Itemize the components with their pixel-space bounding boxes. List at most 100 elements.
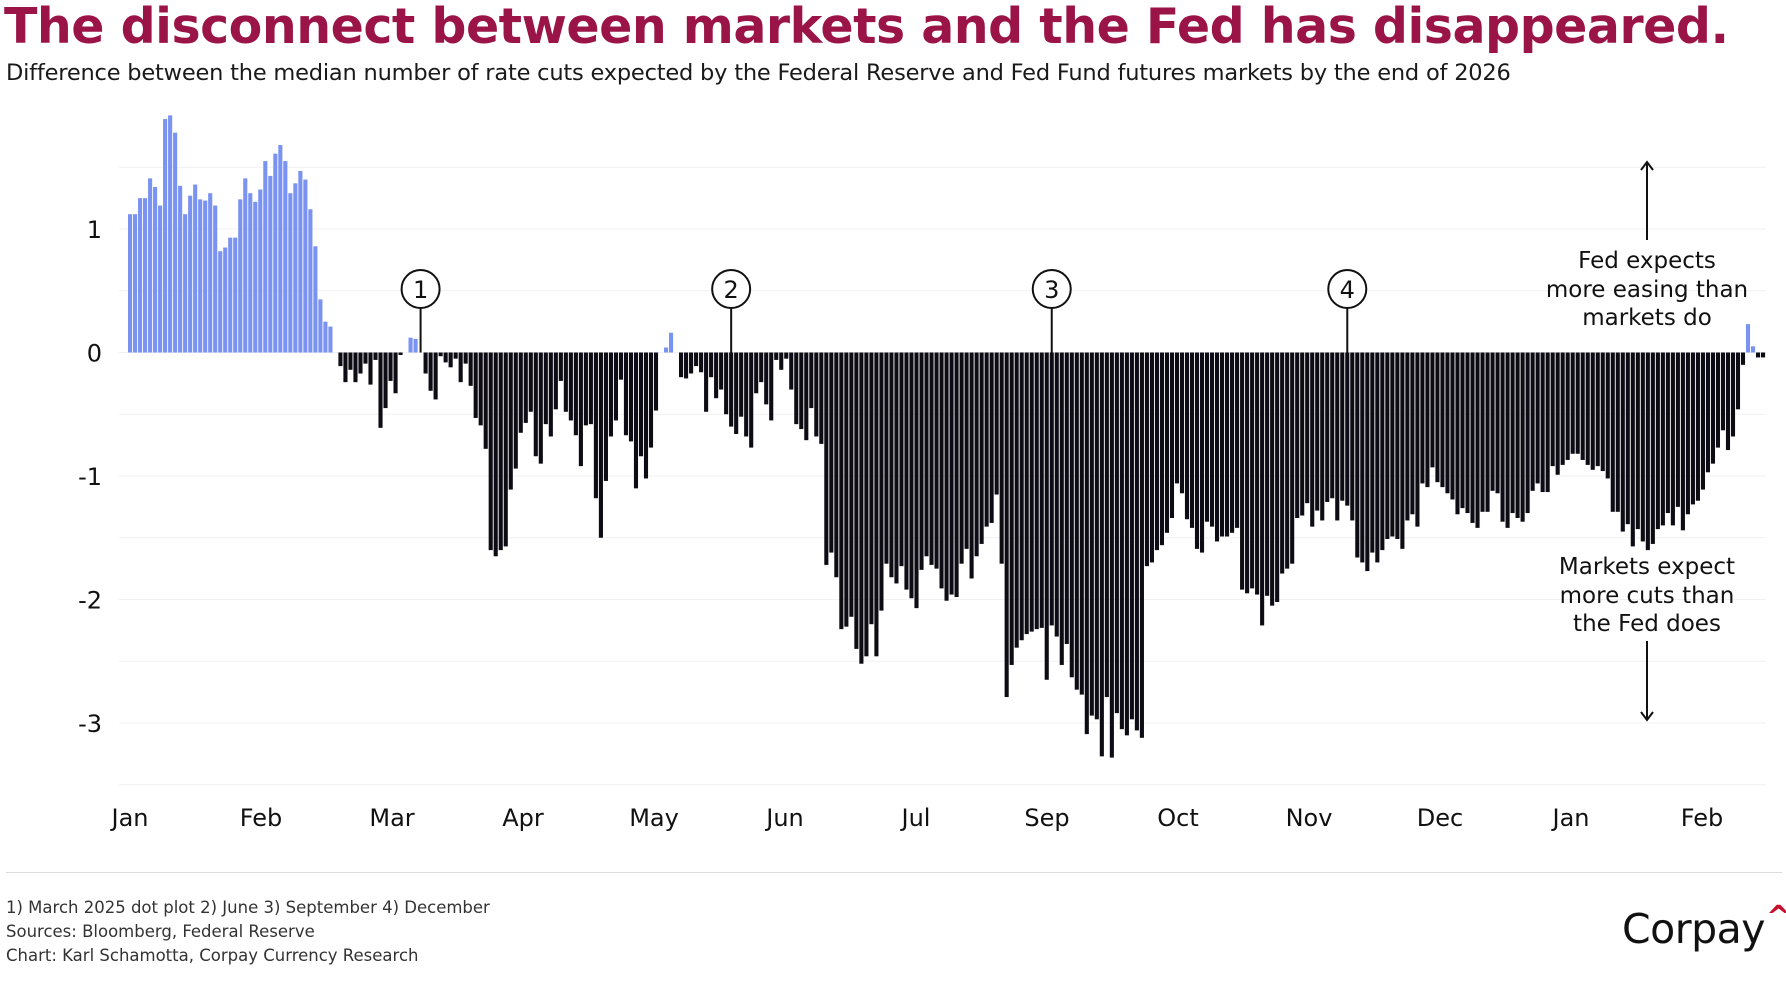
- bar-negative: [1320, 352, 1325, 521]
- chart-subtitle: Difference between the median number of …: [6, 60, 1511, 86]
- bar-negative: [1540, 352, 1545, 493]
- bar-negative: [969, 352, 974, 579]
- bar-negative: [914, 352, 919, 609]
- bar-negative: [1009, 352, 1014, 665]
- bar-negative: [1179, 352, 1185, 494]
- bar-negative: [879, 352, 884, 611]
- bar-positive: [288, 193, 293, 353]
- marker-label: 2: [724, 276, 739, 304]
- bar-negative: [1159, 352, 1164, 546]
- y-tick-label: 1: [87, 216, 102, 244]
- bar-negative: [1225, 352, 1230, 537]
- bar-negative: [1074, 352, 1079, 690]
- bar-negative: [1470, 352, 1475, 523]
- bar-negative: [388, 352, 393, 381]
- bar-positive: [218, 251, 223, 353]
- bar-negative: [1525, 352, 1530, 514]
- x-tick-label: Jan: [110, 804, 149, 832]
- x-tick-label: Oct: [1157, 804, 1199, 832]
- bar-negative: [1410, 352, 1415, 515]
- bar-negative: [1400, 352, 1405, 549]
- bar-negative: [759, 352, 764, 383]
- bar-negative: [1275, 352, 1280, 602]
- bar-negative: [1740, 352, 1746, 365]
- bar-negative: [1490, 352, 1495, 491]
- bar-negative: [704, 352, 709, 412]
- bar-negative: [523, 352, 528, 423]
- annotation-arrows: [1640, 160, 1654, 722]
- y-tick-label: -3: [78, 710, 102, 738]
- bar-negative: [1054, 352, 1059, 637]
- bar-positive: [293, 183, 298, 353]
- bar-negative: [623, 352, 629, 436]
- bar-negative: [869, 352, 874, 625]
- bar-negative: [1655, 352, 1660, 530]
- bar-negative: [1270, 352, 1275, 606]
- x-axis: Jan Feb Mar Apr May Jun Jul Sep Oct Nov Dec Jan Feb: [110, 804, 1724, 832]
- bar-negative: [398, 352, 403, 355]
- bar-negative: [518, 352, 523, 433]
- bar-positive: [328, 326, 333, 353]
- bar-negative: [448, 352, 453, 368]
- bar-negative: [463, 352, 468, 364]
- bar-negative: [979, 352, 984, 544]
- bar-negative: [338, 352, 343, 367]
- bar-negative: [1235, 352, 1240, 528]
- bar-negative: [1064, 352, 1069, 644]
- bar-negative: [974, 352, 979, 557]
- bar-negative: [1295, 352, 1300, 518]
- bar-negative: [1605, 352, 1610, 479]
- bar-negative: [1580, 352, 1585, 460]
- bar-negative: [1370, 352, 1375, 553]
- bar-negative: [904, 352, 909, 590]
- bar-negative: [814, 352, 819, 437]
- bar-negative: [1214, 352, 1220, 542]
- bar-positive: [168, 115, 173, 353]
- bar-negative: [1520, 352, 1525, 522]
- bar-negative: [458, 352, 463, 383]
- bar-positive: [183, 214, 188, 353]
- bar-positive: [258, 189, 263, 353]
- bar-negative: [1340, 352, 1345, 501]
- x-tick-label: Sep: [1024, 804, 1069, 832]
- bar-negative: [1420, 352, 1425, 484]
- bar-negative: [1695, 352, 1700, 501]
- bar-positive: [193, 184, 198, 353]
- bar-negative: [638, 352, 644, 457]
- bar-negative: [1089, 352, 1094, 716]
- bar-negative: [994, 352, 999, 495]
- bar-negative: [613, 352, 618, 421]
- bar-positive: [243, 178, 248, 353]
- bar-positive: [313, 246, 318, 353]
- bar-negative: [1450, 352, 1455, 500]
- bar-negative: [1335, 352, 1340, 521]
- bar-negative: [553, 352, 558, 410]
- bar-positive: [263, 161, 268, 353]
- bar-negative: [824, 352, 829, 565]
- chart-title: The disconnect between markets and the F…: [4, 0, 1729, 55]
- x-tick-label: May: [629, 804, 679, 832]
- bar-positive: [278, 145, 283, 353]
- bar-negative: [1390, 352, 1395, 537]
- annotation-bottom: Markets expect more cuts than the Fed do…: [1527, 553, 1767, 639]
- bar-negative: [769, 352, 774, 421]
- x-tick-label: Jul: [900, 804, 931, 832]
- bar-negative: [563, 352, 568, 412]
- bar-negative: [558, 352, 563, 381]
- bar-negative: [1129, 352, 1134, 720]
- bar-negative: [1725, 352, 1731, 451]
- bar-negative: [1034, 352, 1039, 630]
- bar-negative: [353, 352, 358, 383]
- bar-negative: [383, 352, 388, 409]
- bar-negative: [363, 352, 368, 364]
- bar-negative: [1124, 352, 1129, 736]
- marker-circle: [1327, 269, 1368, 309]
- bar-negative: [839, 352, 844, 630]
- annotation-top-line: Fed expects: [1578, 248, 1716, 274]
- bar-negative: [1209, 352, 1215, 527]
- bar-negative: [1710, 352, 1716, 464]
- bar-negative: [1495, 352, 1500, 494]
- bar-negative: [1535, 352, 1540, 484]
- bar-negative: [924, 352, 929, 557]
- bar-negative: [799, 352, 804, 430]
